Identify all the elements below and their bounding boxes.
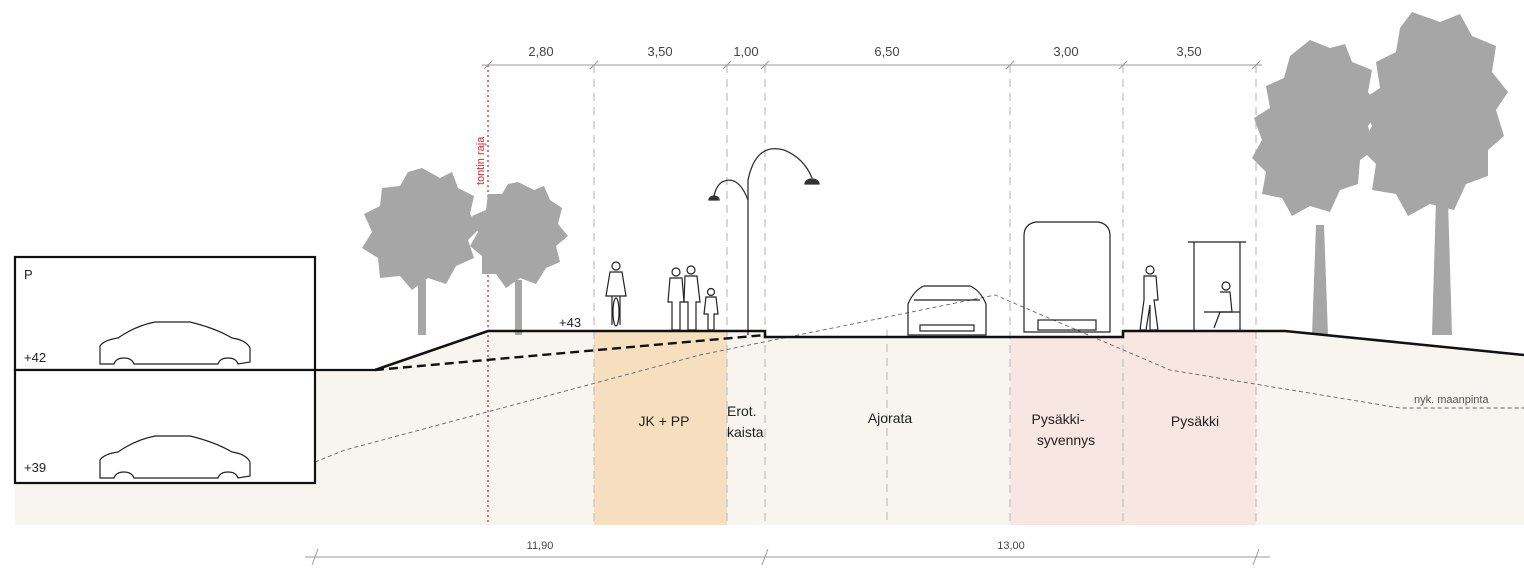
parked-car-upper (99, 321, 251, 365)
street-lamp (708, 148, 820, 335)
zone-label-pysakki: Pysäkki (1171, 413, 1219, 429)
cyclist-figure (605, 261, 627, 327)
tree-right-1 (1252, 40, 1380, 335)
zone-label-erot-2: kaista (727, 424, 764, 440)
tree-right-2 (1360, 12, 1508, 335)
dim-label: 6,50 (874, 44, 899, 59)
zone-label-erot-1: Erot. (727, 403, 757, 419)
zone-label-syvennys-1: Pysäkki- (1032, 411, 1085, 427)
car-front-figure (907, 285, 987, 336)
parking-upper-level: +42 (24, 350, 46, 365)
zone-label-ajorata: Ajorata (868, 410, 913, 426)
tree-left-1 (362, 168, 480, 335)
dim-label: 1,00 (733, 44, 758, 59)
top-dimension-labels: 2,80 3,50 1,00 6,50 3,00 3,50 (528, 44, 1201, 59)
bus-shelter-figure (1188, 241, 1246, 331)
parking-lower-level: +39 (24, 460, 46, 475)
parked-car-lower (99, 435, 251, 479)
bus-stop-zone-fill (1123, 331, 1256, 525)
street-profile (374, 329, 1524, 372)
dim-label: 3,50 (647, 44, 672, 59)
parking-structure (13, 255, 375, 485)
bottom-dimension-line (305, 548, 1270, 566)
zone-divider-lines (593, 65, 1257, 525)
tree-left-2 (470, 182, 568, 335)
dim-label-bottom: 13,00 (997, 540, 1025, 552)
parking-label: P (24, 267, 33, 282)
dim-label: 3,50 (1176, 44, 1201, 59)
bus-front-figure (1023, 221, 1111, 333)
zone-label-syvennys-2: syvennys (1037, 432, 1095, 448)
jk-pp-zone-fill (594, 331, 727, 525)
pedestrians-figure (667, 265, 719, 331)
existing-ground-label: nyk. maanpinta (1414, 394, 1489, 406)
zone-label-jk-pp: JK + PP (639, 413, 690, 429)
street-elevation-label: +43 (559, 315, 581, 330)
pedestrian-walking-figure (1139, 265, 1159, 331)
bus-bay-zone-fill (1010, 337, 1123, 525)
top-dimension-line (482, 60, 1262, 70)
property-line-label: tontin raja (475, 136, 487, 185)
ramp-dashed (374, 333, 766, 372)
dim-label: 2,80 (528, 44, 553, 59)
existing-ground-line (314, 294, 1524, 463)
dim-label: 3,00 (1053, 44, 1078, 59)
dim-label-bottom: 11,90 (527, 540, 554, 552)
